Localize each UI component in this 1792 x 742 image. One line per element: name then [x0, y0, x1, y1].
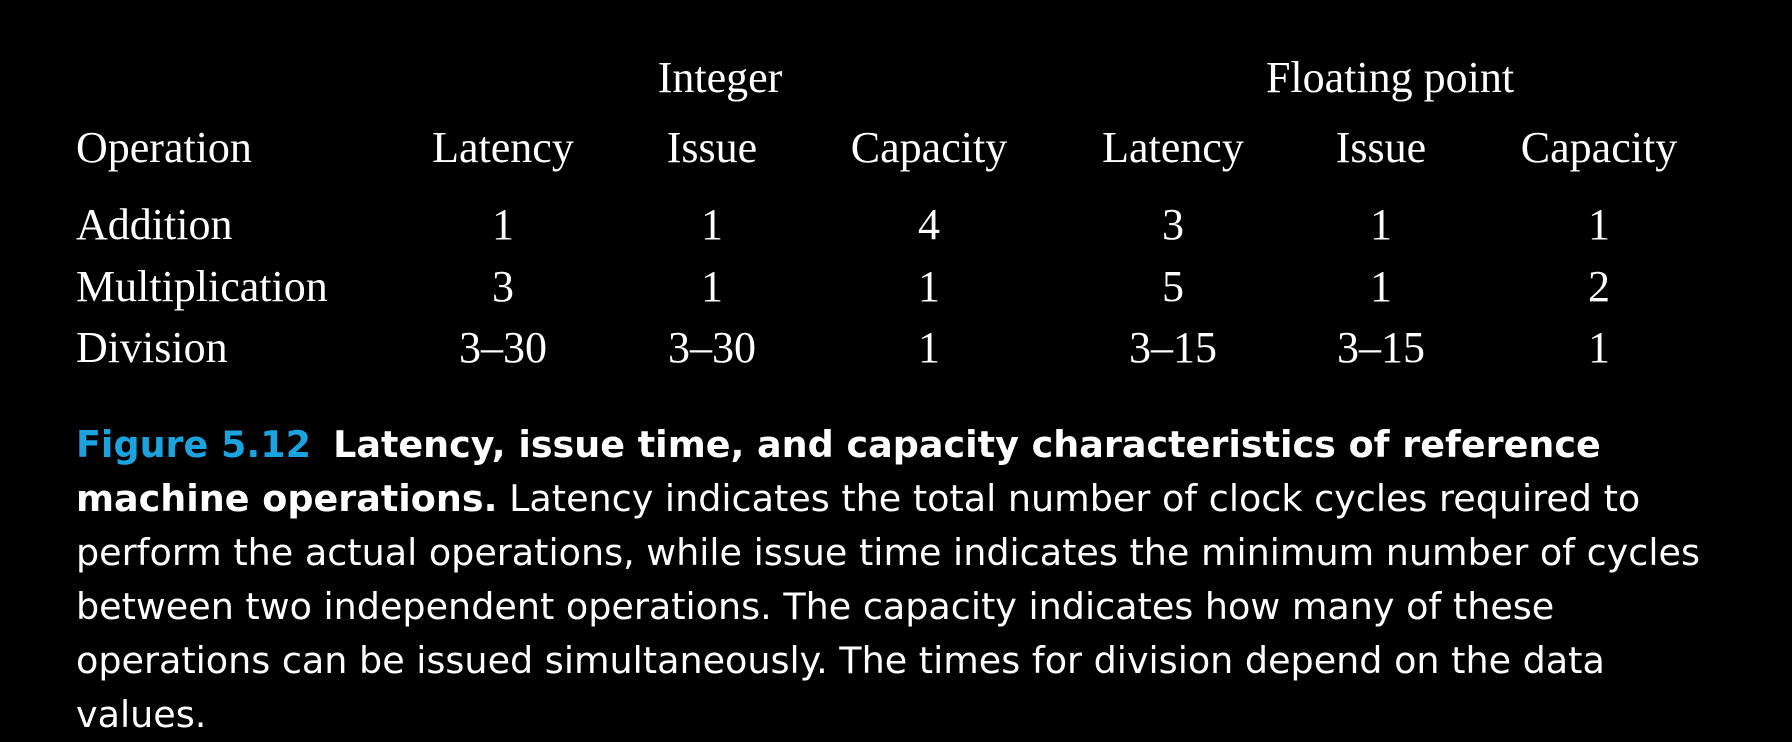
latency-table: Integer Floating point Operation Latency…: [76, 53, 1678, 372]
table-cell: 3–30: [668, 323, 756, 372]
table-cell: 3–15: [1337, 323, 1425, 372]
page: Integer Floating point Operation Latency…: [76, 53, 1700, 736]
table-cell: 1: [918, 323, 940, 372]
table-cell: 3–30: [459, 323, 547, 372]
table-cell: 1: [1588, 200, 1610, 249]
column-header-int-issue: Issue: [666, 123, 758, 172]
column-header-operation: Operation: [76, 123, 252, 172]
table-cell: 3–15: [1129, 323, 1217, 372]
table-cell: 1: [701, 200, 723, 249]
column-header-int-capacity: Capacity: [850, 123, 1008, 172]
figure-caption-body: Latency indicates the total number of cl…: [76, 477, 1700, 736]
column-header-fp-issue: Issue: [1335, 123, 1427, 172]
table-cell: 1: [1370, 262, 1392, 311]
table-cell: 1: [1370, 200, 1392, 249]
column-header-int-latency: Latency: [432, 123, 574, 172]
figure-label: Figure 5.12: [76, 423, 312, 466]
group-header-floating-point: Floating point: [1265, 53, 1515, 102]
table-cell: 5: [1162, 262, 1184, 311]
table-cell: 1: [918, 262, 940, 311]
row-label-multiplication: Multiplication: [76, 262, 328, 311]
row-label-division: Division: [76, 323, 228, 372]
figure-title: Latency, issue time, and capacity charac…: [76, 423, 1601, 520]
column-header-fp-latency: Latency: [1102, 123, 1244, 172]
table-cell: 4: [918, 200, 940, 249]
column-header-fp-capacity: Capacity: [1520, 123, 1678, 172]
figure-caption: Figure 5.12 Latency, issue time, and capa…: [76, 418, 1716, 742]
table-cell: 3: [492, 262, 514, 311]
row-label-addition: Addition: [76, 200, 233, 249]
table-cell: 2: [1588, 262, 1610, 311]
table-cell: 1: [701, 262, 723, 311]
table-cell: 1: [492, 200, 514, 249]
table-cell: 1: [1588, 323, 1610, 372]
table-cell: 3: [1162, 200, 1184, 249]
group-header-integer: Integer: [657, 53, 783, 102]
